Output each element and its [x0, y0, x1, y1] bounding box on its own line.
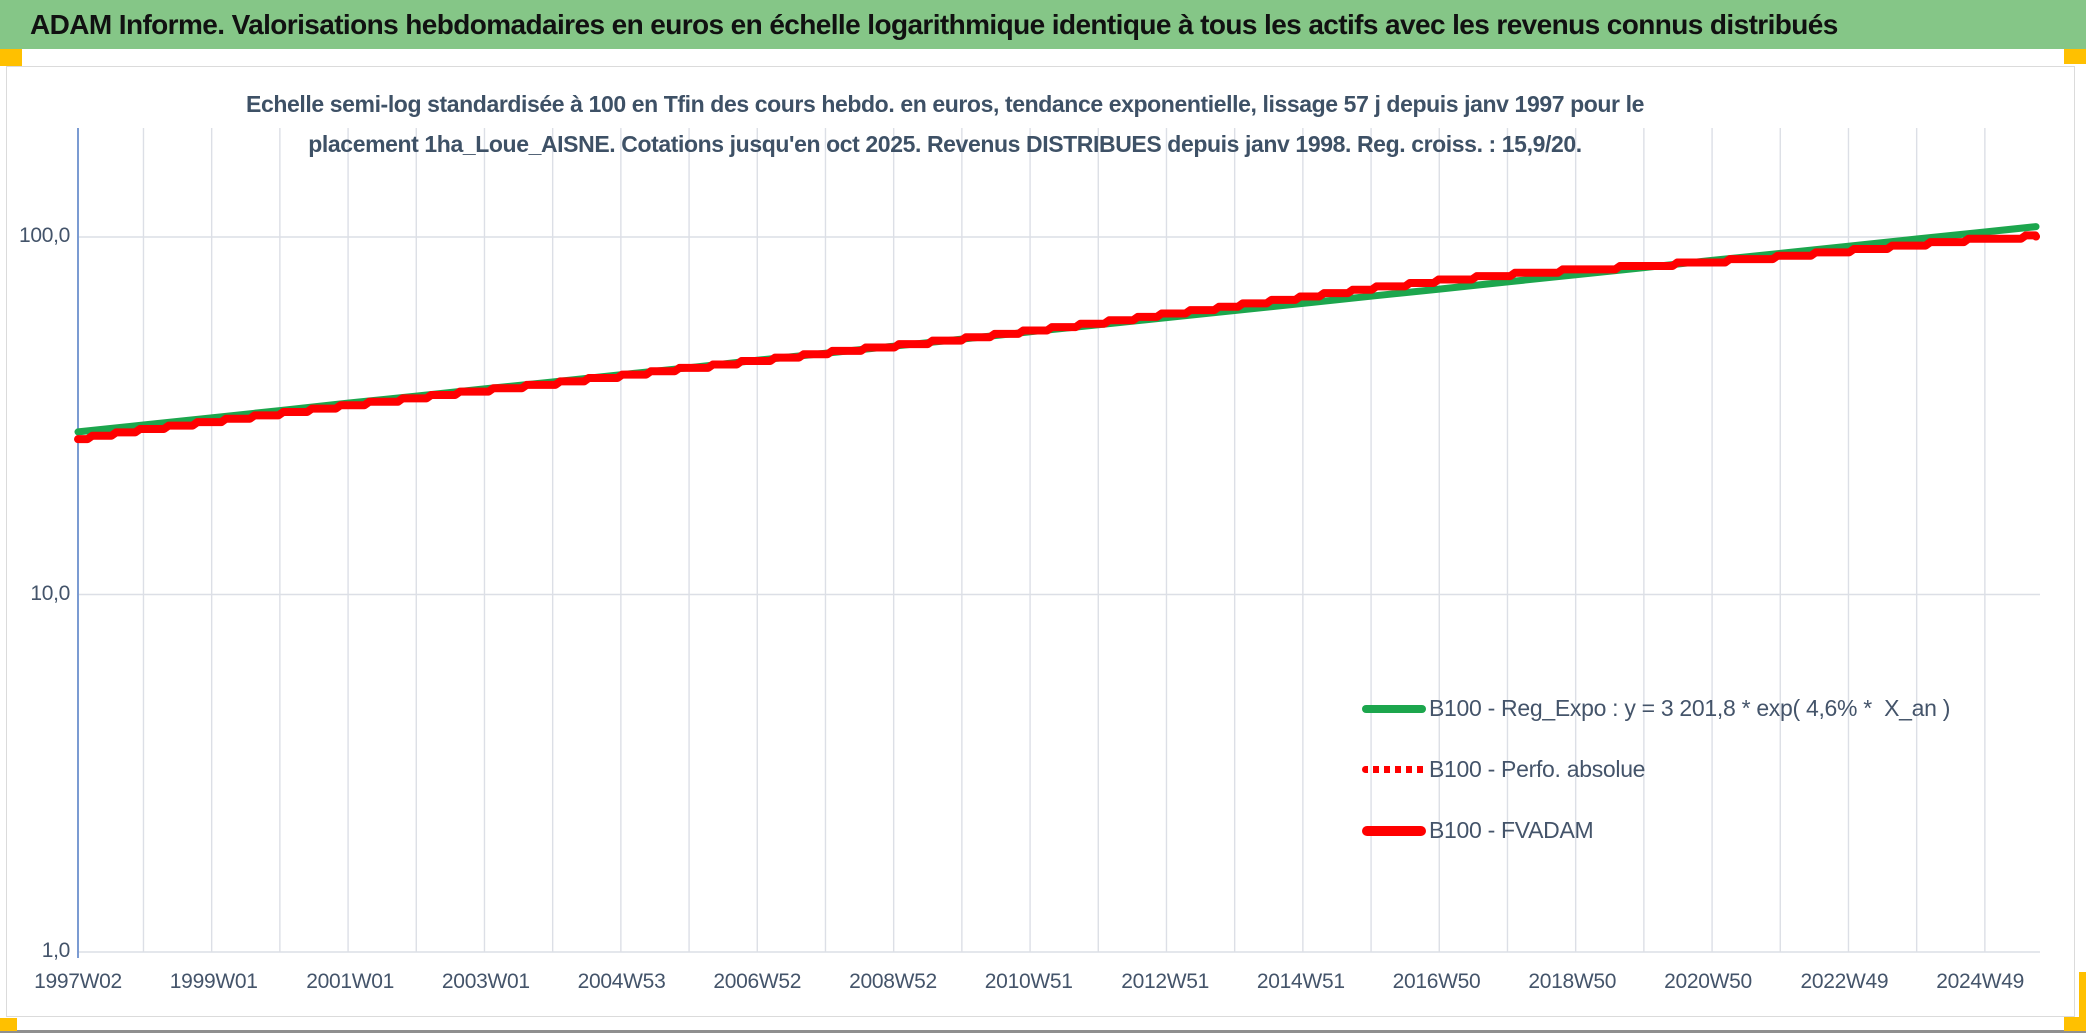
x-tick-label: 1997W02 [34, 970, 122, 993]
legend-item: B100 - Perfo. absolue [1362, 753, 1950, 786]
x-tick-label: 2010W51 [984, 970, 1073, 993]
y-tick-label: 100,0 [18, 224, 70, 247]
legend-swatch-red-dotted [1362, 766, 1426, 773]
x-tick-label: 2003W01 [441, 970, 530, 993]
corner-accent-bottom-left [0, 1018, 17, 1031]
right-edge-accent-strip [2079, 972, 2086, 1018]
legend-swatch-red-solid [1362, 825, 1426, 836]
x-tick-label: 2018W50 [1528, 970, 1617, 993]
legend-item: B100 - FVADAM [1362, 814, 1950, 847]
x-tick-label: 2024W49 [1936, 970, 2024, 993]
legend-item: B100 - Reg_Expo : y = 3 201,8 * exp( 4,6… [1362, 692, 1950, 725]
x-tick-label: 2022W49 [1800, 970, 1889, 993]
y-tick-label: 1,0 [41, 939, 71, 962]
chart-legend: B100 - Reg_Expo : y = 3 201,8 * exp( 4,6… [1362, 692, 1950, 847]
y-tick-label: 10,0 [30, 581, 70, 605]
header-title: ADAM Informe. Valorisations hebdomadaire… [30, 8, 1838, 40]
x-tick-label: 2012W51 [1121, 970, 1209, 993]
chart-title: Echelle semi-log standardisée à 100 en T… [215, 84, 1675, 164]
chart-title-line1: Echelle semi-log standardisée à 100 en T… [246, 91, 1644, 117]
corner-accent-top-right [2064, 49, 2086, 64]
corner-accent-top-left [0, 49, 22, 66]
x-tick-label: 2008W52 [849, 970, 937, 993]
legend-label: B100 - FVADAM [1429, 817, 1594, 843]
x-tick-label: 2016W50 [1392, 970, 1481, 993]
x-tick-label: 2006W52 [713, 970, 802, 993]
legend-label: B100 - Reg_Expo : y = 3 201,8 * exp( 4,6… [1429, 695, 1951, 721]
bottom-border-line [0, 1030, 2086, 1033]
legend-label: B100 - Perfo. absolue [1429, 756, 1646, 782]
corner-accent-bottom-right [2064, 1017, 2086, 1031]
x-tick-label: 2001W01 [306, 970, 395, 993]
x-tick-label: 1999W01 [169, 970, 258, 993]
chart-card [6, 66, 2075, 1017]
x-tick-label: 2020W50 [1664, 970, 1752, 993]
chart-title-line2: placement 1ha_Loue_AISNE. Cotations jusq… [308, 131, 1582, 157]
legend-swatch-green-solid [1362, 704, 1426, 713]
x-tick-label: 2004W53 [577, 970, 666, 993]
header-banner: ADAM Informe. Valorisations hebdomadaire… [0, 0, 2086, 49]
x-tick-label: 2014W51 [1256, 970, 1345, 993]
